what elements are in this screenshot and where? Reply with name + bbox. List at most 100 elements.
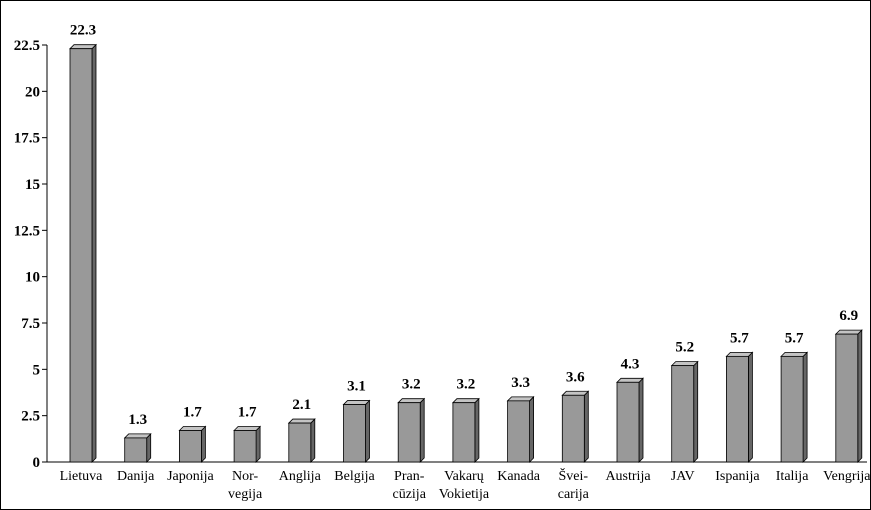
- y-tick-label: 0: [33, 455, 41, 471]
- category-label: JAV: [671, 469, 695, 484]
- bar-top: [506, 396, 535, 402]
- bar: [397, 397, 426, 463]
- bar: [178, 425, 207, 463]
- bar-side: [802, 351, 808, 463]
- bar-front: [69, 48, 93, 463]
- value-label: 4.3: [621, 356, 640, 372]
- category-label: Anglija: [279, 469, 322, 484]
- bar-side: [310, 418, 316, 463]
- category-label: cūzija: [392, 487, 426, 502]
- bar-top: [69, 44, 97, 50]
- value-label: 5.7: [785, 330, 804, 346]
- bar-top: [397, 398, 426, 404]
- bar-side: [693, 360, 699, 463]
- value-label: 6.9: [839, 308, 858, 324]
- bar-top: [616, 377, 644, 383]
- bar: [69, 43, 97, 463]
- category-label: Pran-: [394, 469, 425, 484]
- category-label: Japonija: [167, 469, 214, 484]
- bar-side: [748, 351, 753, 463]
- y-tick-label: 20: [25, 84, 40, 100]
- bar-front: [288, 422, 312, 463]
- bar: [561, 390, 590, 463]
- bar-top: [780, 351, 809, 357]
- bar-side: [529, 395, 534, 463]
- bar: [780, 351, 809, 463]
- category-label: Nor-: [232, 469, 258, 484]
- category-label: Vokietija: [439, 487, 490, 502]
- bar-side: [857, 329, 863, 463]
- category-label: vegija: [228, 487, 263, 502]
- bar-top: [123, 433, 152, 439]
- bar-front: [397, 402, 421, 463]
- value-label: 3.2: [457, 377, 476, 393]
- category-label: Ispanija: [715, 469, 760, 484]
- bars: 22.3 1.3 1.7 1.7 2.1 3.1 3.2 3.2 3.3 3.6 4.3 5.2 5.7…: [69, 23, 863, 463]
- value-label: 3.1: [347, 379, 366, 395]
- category-label: Belgija: [334, 469, 375, 484]
- bar-front: [452, 402, 476, 463]
- y-tick-label: 12.5: [14, 223, 40, 239]
- x-axis: Lietuva Danija Japonija Nor-vegija Anglija Be…: [47, 461, 870, 502]
- bar-top: [725, 351, 754, 357]
- category-label: Švei-: [559, 467, 589, 484]
- bar: [342, 399, 371, 463]
- bar: [725, 351, 754, 463]
- bar: [233, 425, 262, 463]
- bar-top: [451, 398, 480, 404]
- bar-front: [780, 355, 804, 463]
- bar-top: [233, 426, 262, 431]
- bar: [506, 395, 535, 463]
- bar: [451, 397, 480, 463]
- bar-front: [124, 437, 148, 463]
- category-label: Lietuva: [60, 469, 104, 484]
- bar-front: [507, 400, 531, 463]
- value-label: 1.3: [128, 412, 147, 428]
- bar: [834, 329, 863, 463]
- bar-side: [583, 390, 589, 463]
- category-label: Kanada: [497, 469, 541, 484]
- bar-top: [287, 418, 316, 424]
- value-label: 3.2: [402, 377, 421, 393]
- bar-front: [343, 404, 366, 463]
- value-label: 3.6: [566, 369, 585, 385]
- bar-side: [474, 397, 480, 463]
- y-tick-label: 22.5: [14, 38, 40, 54]
- bar-front: [561, 394, 585, 463]
- bar-side: [91, 43, 97, 463]
- bar-front: [671, 365, 695, 463]
- bar-front: [726, 355, 749, 463]
- bar-top: [670, 361, 699, 367]
- bar-side: [638, 377, 644, 463]
- y-axis: 0 2.5 5 7.5 10 12.5 15 17.5 20 22.5: [14, 38, 48, 471]
- bar-side: [146, 432, 152, 463]
- y-tick-label: 17.5: [14, 131, 40, 147]
- bar-front: [616, 381, 640, 463]
- value-label: 2.1: [292, 397, 311, 413]
- bar-front: [178, 430, 202, 463]
- bar: [287, 418, 316, 463]
- y-tick-label: 10: [25, 270, 40, 286]
- value-label: 3.3: [511, 375, 530, 391]
- bar-top: [178, 426, 207, 431]
- bar-side: [365, 399, 370, 463]
- bar-top: [561, 390, 590, 396]
- bar-top: [342, 400, 371, 405]
- bar-side: [200, 425, 206, 463]
- value-label: 5.2: [675, 340, 694, 356]
- value-label: 1.7: [183, 404, 202, 420]
- value-label: 5.7: [730, 330, 749, 346]
- y-tick-label: 15: [25, 177, 40, 193]
- bar: [123, 432, 152, 463]
- category-label: Vakarų: [444, 469, 484, 484]
- bar-front: [835, 333, 859, 463]
- y-tick-label: 2.5: [21, 409, 40, 425]
- y-tick-label: 7.5: [21, 316, 40, 332]
- bar-side: [419, 397, 425, 463]
- y-tick-label: 5: [33, 362, 41, 378]
- category-label: Vengrija: [823, 469, 870, 484]
- bar: [670, 360, 699, 463]
- value-label: 1.7: [238, 404, 257, 420]
